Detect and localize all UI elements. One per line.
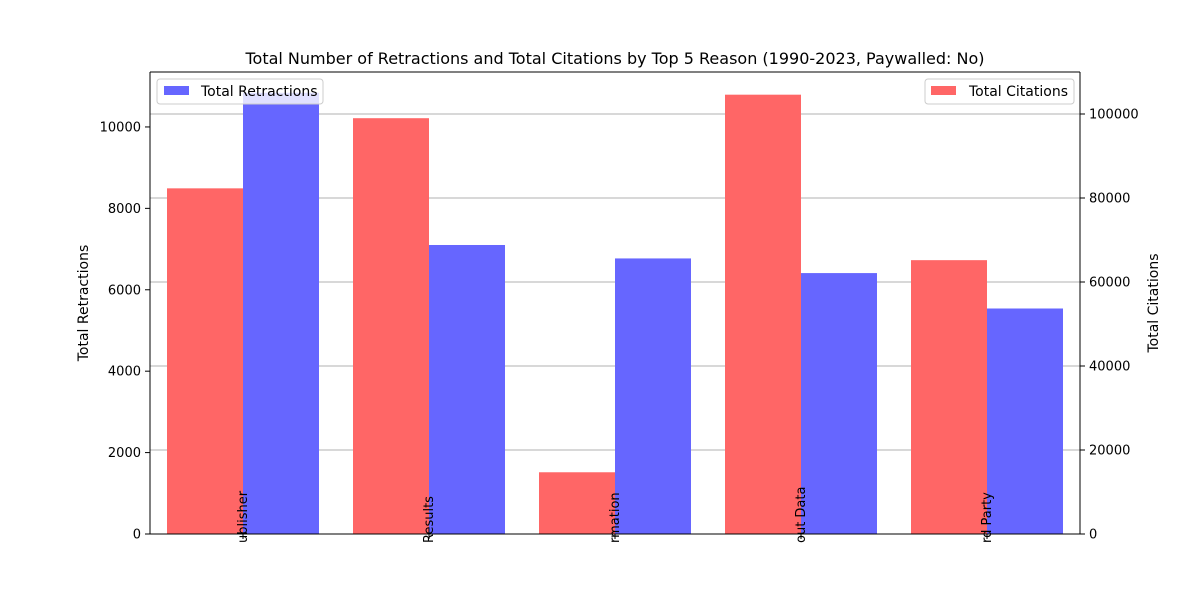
axes: 0200040006000800010000020000400006000080… — [100, 71, 1139, 543]
y-axis-label: Total Retractions — [76, 245, 92, 363]
y-tick-label: 2000 — [108, 446, 141, 461]
y-tick-label: 6000 — [108, 283, 141, 298]
bar-citations — [167, 188, 243, 534]
bar-retractions — [243, 92, 319, 535]
bar-citations — [353, 118, 429, 534]
legend-box — [924, 78, 1075, 105]
x-tick-label: ublisher — [236, 490, 251, 543]
bars — [167, 92, 1063, 535]
legend-retractions: Total Retractions — [156, 78, 324, 105]
chart-title: Total Number of Retractions and Total Ci… — [244, 49, 984, 68]
bar-retractions — [801, 273, 877, 534]
y2-tick-label: 60000 — [1089, 276, 1130, 291]
y2-tick-label: 80000 — [1089, 192, 1130, 207]
bar-retractions — [615, 258, 691, 534]
bar-citations — [539, 472, 615, 534]
legend-box — [156, 78, 324, 105]
y-tick-label: 0 — [133, 528, 141, 543]
legend-label-citations: Total Citations — [968, 84, 1068, 100]
x-tick-label: out Data — [794, 487, 809, 543]
legend-label-retractions: Total Retractions — [200, 84, 318, 100]
y-tick-label: 4000 — [108, 365, 141, 380]
bar-retractions — [987, 308, 1063, 534]
y2-tick-label: 100000 — [1089, 108, 1139, 123]
y2-axis-label: Total Citations — [1146, 254, 1162, 354]
y2-tick-label: 0 — [1089, 528, 1097, 543]
legend-citations: Total Citations — [924, 78, 1075, 105]
y2-tick-label: 20000 — [1089, 444, 1130, 459]
y-tick-label: 10000 — [100, 120, 141, 135]
y-tick-label: 8000 — [108, 202, 141, 217]
x-tick-label: Results — [422, 496, 437, 543]
bar-citations — [911, 260, 987, 534]
legend-swatch-citations — [931, 86, 956, 95]
x-tick-label: rmation — [608, 492, 623, 543]
legend-swatch-retractions — [164, 86, 189, 95]
y2-tick-label: 40000 — [1089, 360, 1130, 375]
x-tick-label: rd Party — [980, 492, 995, 543]
bar-citations — [725, 94, 801, 535]
bar-retractions — [429, 244, 505, 534]
